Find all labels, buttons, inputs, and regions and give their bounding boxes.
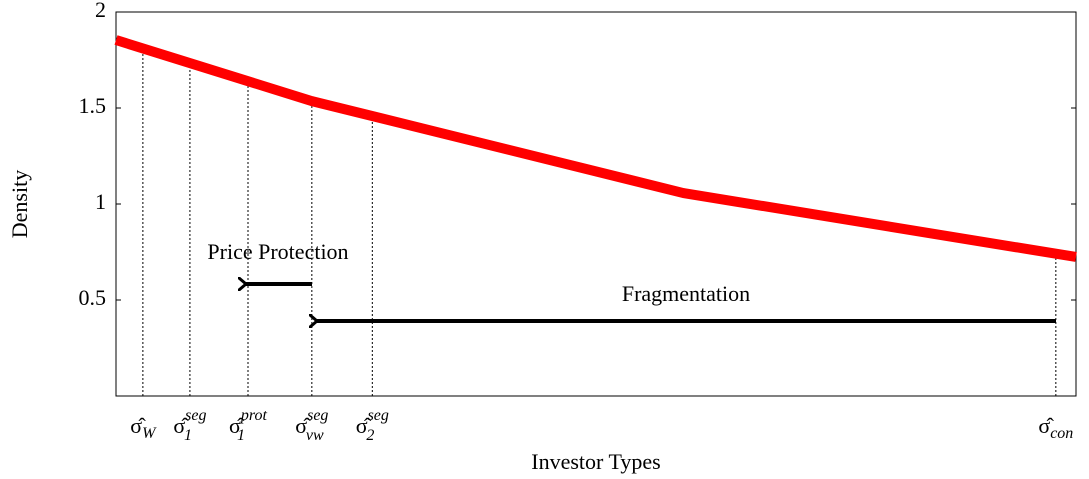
y-tick-label: 0.5 bbox=[79, 285, 107, 310]
marker-label: σ̂con bbox=[1038, 413, 1073, 442]
data-line bbox=[114, 35, 1077, 262]
marker-sup: seg bbox=[368, 407, 389, 424]
marker-sub: vw bbox=[306, 427, 324, 444]
x-axis-label: Investor Types bbox=[531, 449, 660, 474]
marker-sup: seg bbox=[307, 407, 328, 424]
marker-label: σ̂W bbox=[130, 413, 157, 442]
y-tick-label: 1.5 bbox=[79, 93, 107, 118]
annotation: Price Protection bbox=[207, 239, 348, 264]
marker-sub: 2 bbox=[366, 427, 374, 444]
marker-label: σ̂prot 1 bbox=[229, 407, 267, 444]
marker-sub: 1 bbox=[184, 427, 192, 444]
y-tick-label: 1 bbox=[95, 189, 106, 214]
marker-sub: W bbox=[142, 425, 157, 442]
marker-sub: 1 bbox=[237, 427, 245, 444]
marker-sup: seg bbox=[185, 407, 206, 424]
marker-label: σ̂seg 1 bbox=[173, 407, 206, 444]
marker-sub: con bbox=[1050, 425, 1073, 442]
plot-frame bbox=[115, 11, 1077, 397]
y-tick-label: 2 bbox=[95, 0, 106, 22]
annotation: Fragmentation bbox=[622, 281, 750, 306]
y-axis-label: Density bbox=[7, 170, 32, 238]
marker-label: σ̂seg 2 bbox=[356, 407, 389, 444]
marker-label: σ̂seg vw bbox=[295, 407, 328, 444]
marker-sup: prot bbox=[240, 407, 268, 424]
